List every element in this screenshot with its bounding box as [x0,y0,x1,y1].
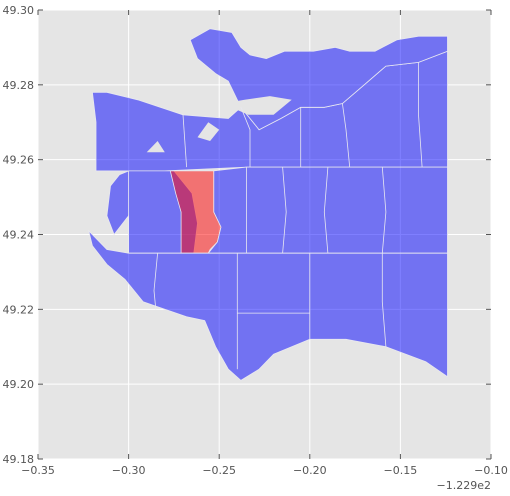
district-region [207,166,448,254]
water-inlet [222,96,292,115]
x-tick-label: −0.35 [21,464,55,477]
x-axis-offset-label: −1.229e2 [437,479,491,492]
district-boundary [418,62,423,168]
y-tick-label: 49.30 [3,4,35,17]
x-tick-label: −0.25 [202,464,236,477]
district-boundary [381,167,387,254]
y-tick-label: 49.18 [3,453,35,466]
y-tick-label: 49.20 [3,378,35,391]
y-tick-label: 49.24 [3,229,35,242]
district-boundary [153,253,158,310]
district-boundary [282,167,287,254]
district-regions [87,28,448,381]
x-tick-label: −0.30 [112,464,146,477]
x-tick-label: −0.15 [384,464,418,477]
water-inlet [197,122,220,141]
district-boundary [182,114,187,168]
district-boundary [240,107,251,168]
x-tick-label: −0.20 [293,464,327,477]
y-tick-label: 49.26 [3,154,35,167]
x-tick-label: −0.10 [474,464,508,477]
district-boundary [323,167,329,254]
water-inlet [146,141,165,153]
axis-ticks: −0.35 −0.30 −0.25 −0.20 −0.15 −0.10 49.18 49.20… [3,4,508,477]
y-tick-label: 49.22 [3,303,35,316]
district-boundary [342,103,351,168]
district-boundary [381,253,387,347]
y-tick-label: 49.28 [3,79,35,92]
